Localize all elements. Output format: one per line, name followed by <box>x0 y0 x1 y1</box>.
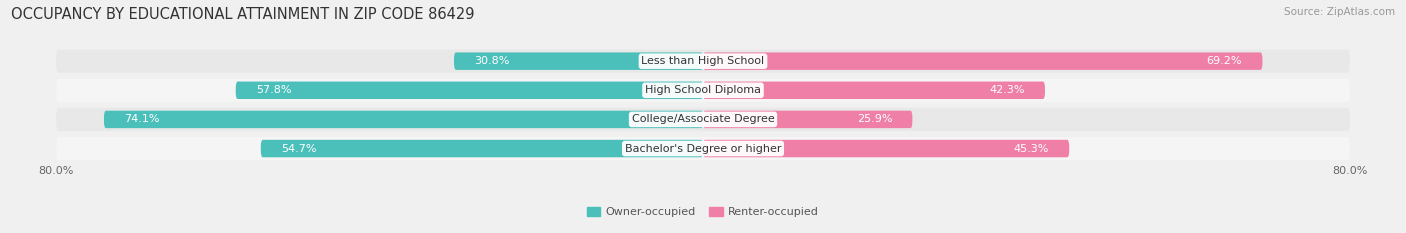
Text: College/Associate Degree: College/Associate Degree <box>631 114 775 124</box>
FancyBboxPatch shape <box>703 140 1069 157</box>
Text: Less than High School: Less than High School <box>641 56 765 66</box>
FancyBboxPatch shape <box>56 79 1350 102</box>
Text: 57.8%: 57.8% <box>256 85 291 95</box>
Text: Bachelor's Degree or higher: Bachelor's Degree or higher <box>624 144 782 154</box>
Text: 42.3%: 42.3% <box>990 85 1025 95</box>
Text: 25.9%: 25.9% <box>856 114 893 124</box>
Text: 45.3%: 45.3% <box>1014 144 1049 154</box>
Text: 69.2%: 69.2% <box>1206 56 1243 66</box>
FancyBboxPatch shape <box>260 140 703 157</box>
Text: High School Diploma: High School Diploma <box>645 85 761 95</box>
FancyBboxPatch shape <box>703 52 1263 70</box>
FancyBboxPatch shape <box>56 49 1350 73</box>
FancyBboxPatch shape <box>703 82 1045 99</box>
Text: Source: ZipAtlas.com: Source: ZipAtlas.com <box>1284 7 1395 17</box>
Text: OCCUPANCY BY EDUCATIONAL ATTAINMENT IN ZIP CODE 86429: OCCUPANCY BY EDUCATIONAL ATTAINMENT IN Z… <box>11 7 475 22</box>
FancyBboxPatch shape <box>104 111 703 128</box>
FancyBboxPatch shape <box>703 111 912 128</box>
FancyBboxPatch shape <box>56 137 1350 160</box>
Text: 74.1%: 74.1% <box>124 114 160 124</box>
FancyBboxPatch shape <box>454 52 703 70</box>
Text: 30.8%: 30.8% <box>474 56 509 66</box>
Legend: Owner-occupied, Renter-occupied: Owner-occupied, Renter-occupied <box>582 202 824 222</box>
FancyBboxPatch shape <box>56 108 1350 131</box>
Text: 54.7%: 54.7% <box>281 144 316 154</box>
FancyBboxPatch shape <box>236 82 703 99</box>
